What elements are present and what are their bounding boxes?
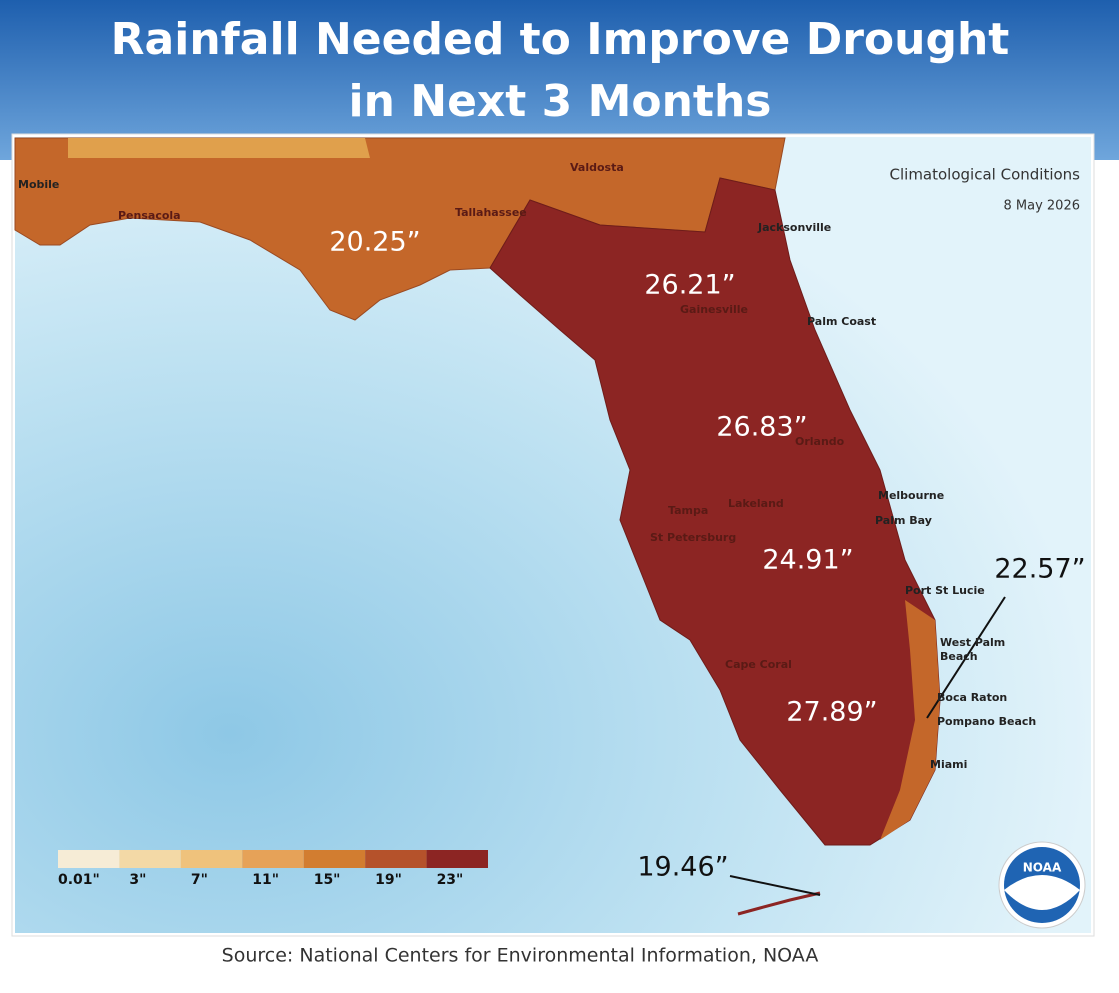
city: Palm Coast [807, 315, 876, 328]
legend-label: 3" [129, 872, 146, 888]
georgia-region [68, 138, 370, 158]
region-value: 24.91” [762, 545, 853, 576]
city: Palm Bay [875, 514, 932, 527]
source: Source: National Centers for Environment… [222, 945, 819, 967]
region-value: 26.21” [644, 270, 735, 301]
legend-label: 11" [252, 872, 279, 888]
city: Pompano Beach [937, 715, 1036, 728]
city: Beach [940, 650, 978, 663]
legend-label: 7" [191, 872, 208, 888]
legend-swatch [119, 850, 181, 868]
date: 8 May 2026 [1004, 199, 1081, 214]
region-value: 20.25” [329, 227, 420, 258]
leader-line [926, 596, 1006, 719]
city: Boca Raton [937, 691, 1007, 704]
city: Pensacola [118, 209, 181, 222]
city: Melbourne [878, 489, 944, 502]
city: Port St Lucie [905, 584, 985, 597]
city: West Palm [940, 636, 1005, 649]
title: in Next 3 Months [349, 76, 772, 127]
legend-swatch [58, 850, 120, 868]
conditions: Climatological Conditions [890, 166, 1081, 184]
region-value: 19.46” [637, 852, 728, 883]
city: Valdosta [570, 161, 624, 174]
legend: 0.01" 3" 7" 11" 15" 19" 23" [58, 850, 488, 888]
legend-label: 19" [375, 872, 402, 888]
header-bg [0, 0, 1119, 160]
city: Tallahassee [455, 206, 527, 219]
city: Miami [930, 758, 967, 771]
city: Mobile [18, 178, 59, 191]
region-value: 26.83” [716, 412, 807, 443]
keys [737, 891, 821, 916]
city: Jacksonville [757, 221, 831, 234]
legend-swatch [303, 850, 366, 868]
logo-text: NOAA [1023, 861, 1062, 875]
legend-label: 23" [437, 872, 464, 888]
region-value: 27.89” [786, 697, 877, 728]
peninsula-region [489, 177, 941, 846]
city: Gainesville [680, 303, 748, 316]
legend-swatch [180, 850, 243, 868]
region-value: 22.57” [994, 554, 1085, 585]
legend-swatch [242, 850, 304, 868]
southeast-region [880, 600, 940, 840]
legend-swatch [365, 850, 427, 868]
city: Tampa [668, 504, 708, 517]
city: St Petersburg [650, 531, 736, 544]
city: Lakeland [728, 497, 784, 510]
title: Rainfall Needed to Improve Drought [111, 14, 1010, 65]
legend-swatch [426, 850, 488, 868]
leader-line [729, 875, 821, 896]
city: Cape Coral [725, 658, 792, 671]
city: Orlando [795, 435, 845, 448]
legend-label: 15" [314, 872, 341, 888]
logo-wave [1004, 875, 1080, 910]
legend-label: 0.01" [58, 872, 100, 888]
